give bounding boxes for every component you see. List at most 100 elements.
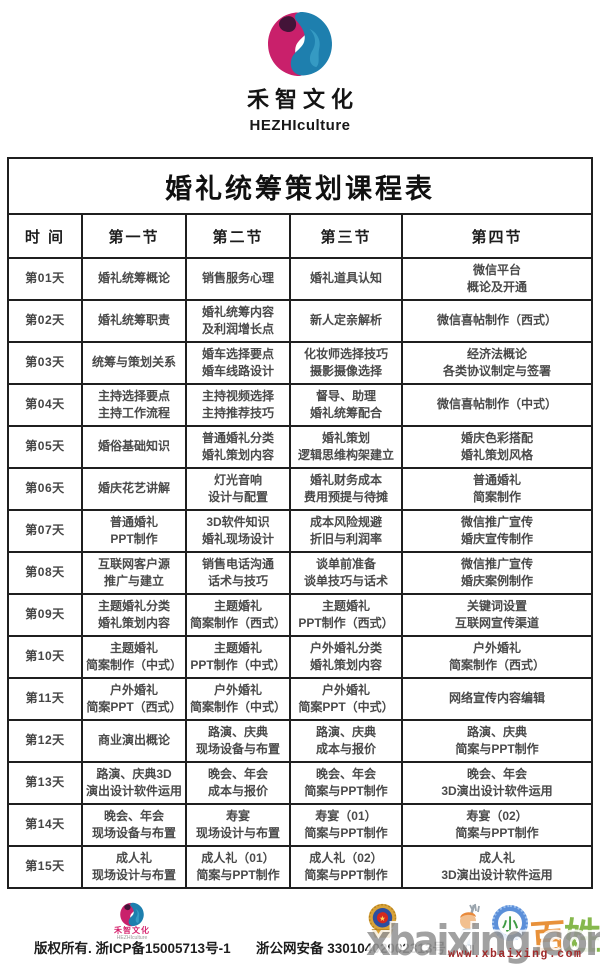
table-row: 第06天 婚庆花艺讲解 灯光音响 设计与配置 婚礼财务成本 费用预提与待摊 普通婚礼 简… xyxy=(6,467,594,511)
day-cell: 第07天 xyxy=(6,509,83,553)
col-header-section-3: 第三节 xyxy=(288,213,403,259)
course-cell: 微信平台 概论及开通 xyxy=(400,257,594,301)
course-cell: 路演、庆典3D 演出设计软件运用 xyxy=(80,761,187,805)
table-title: 婚礼统筹策划课程表 xyxy=(6,157,594,215)
course-cell: 婚车选择要点 婚车线路设计 xyxy=(184,341,291,385)
course-cell: 微信喜帖制作（西式） xyxy=(400,299,594,343)
course-cell: 微信喜帖制作（中式） xyxy=(400,383,594,427)
day-cell: 第11天 xyxy=(6,677,83,721)
col-header-section-2: 第二节 xyxy=(184,213,291,259)
course-cell: 路演、庆典 现场设备与布置 xyxy=(184,719,291,763)
day-cell: 第14天 xyxy=(6,803,83,847)
course-cell: 主持视频选择 主持推荐技巧 xyxy=(184,383,291,427)
day-cell: 第10天 xyxy=(6,635,83,679)
table-row: 第12天 商业演出概论 路演、庆典 现场设备与布置 路演、庆典 成本与报价 路演、庆典 … xyxy=(6,719,594,763)
course-cell: 经济法概论 各类协议制定与签署 xyxy=(400,341,594,385)
course-cell: 商业演出概论 xyxy=(80,719,187,763)
table-row: 第10天 主题婚礼 简案制作（中式） 主题婚礼 PPT制作（中式） 户外婚礼分类 婚礼… xyxy=(6,635,594,679)
table-row: 第08天 互联网客户源 推广与建立 销售电话沟通 话术与技巧 谈单前准备 谈单技巧与话… xyxy=(6,551,594,595)
table-row: 第09天 主题婚礼分类 婚礼策划内容 主题婚礼 简案制作（西式） 主题婚礼 PPT制作… xyxy=(6,593,594,637)
footer-logo: 禾智文化 HEZHIculture xyxy=(102,902,162,941)
course-cell: 户外婚礼分类 婚礼策划内容 xyxy=(288,635,403,679)
course-cell: 户外婚礼 简案PPT（中式） xyxy=(288,677,403,721)
mascot-chef-icon xyxy=(460,903,480,955)
course-cell: 婚庆花艺讲解 xyxy=(80,467,187,511)
table-row: 第13天 路演、庆典3D 演出设计软件运用 晚会、年会 成本与报价 晚会、年会 简案与… xyxy=(6,761,594,805)
flower-badge-icon: 小 xyxy=(492,905,528,941)
course-cell: 互联网客户源 推广与建立 xyxy=(80,551,187,595)
course-cell: 销售电话沟通 话术与技巧 xyxy=(184,551,291,595)
day-cell: 第02天 xyxy=(6,299,83,343)
watermark-big-text: xbaixing.com xyxy=(366,916,600,965)
course-schedule-table: 婚礼统筹策划课程表 时 间第一节 第二节 第三节 第四节 第01天 婚礼统筹概论 销售服务… xyxy=(6,157,594,889)
day-cell: 第12天 xyxy=(6,719,83,763)
mascot-char-xiao: 小 xyxy=(501,917,518,934)
table-row: 第03天 统筹与策划关系 婚车选择要点 婚车线路设计 化妆师选择技巧 摄影摄像选择 经济… xyxy=(6,341,594,385)
table-row: 第01天 婚礼统筹概论 销售服务心理 婚礼道具认知 微信平台 概论及开通 xyxy=(6,257,594,301)
security-record-text: 浙公网安备 33010402002313号 xyxy=(256,937,446,957)
table-row: 第04天 主持选择要点 主持工作流程 主持视频选择 主持推荐技巧 督导、助理 婚礼统筹… xyxy=(6,383,594,427)
course-cell: 主题婚礼分类 婚礼策划内容 xyxy=(80,593,187,637)
course-cell: 关键词设置 互联网宣传渠道 xyxy=(400,593,594,637)
day-cell: 第05天 xyxy=(6,425,83,469)
police-badge-icon: ★ xyxy=(368,903,397,938)
footer-logo-en: HEZHIculture xyxy=(116,935,148,941)
day-cell: 第13天 xyxy=(6,761,83,805)
day-cell: 第09天 xyxy=(6,593,83,637)
course-cell: 寿宴（01） 简案与PPT制作 xyxy=(288,803,403,847)
course-cell: 销售服务心理 xyxy=(184,257,291,301)
course-cell: 成人礼 现场设计与布置 xyxy=(80,845,187,889)
course-cell: 寿宴（02） 简案与PPT制作 xyxy=(400,803,594,847)
day-cell: 第06天 xyxy=(6,467,83,511)
copyright-text: 版权所有. 浙ICP备15005713号-1 xyxy=(34,941,231,956)
course-cell: 晚会、年会 简案与PPT制作 xyxy=(288,761,403,805)
day-cell: 第01天 xyxy=(6,257,83,301)
course-cell: 统筹与策划关系 xyxy=(80,341,187,385)
footer-logo-cn: 禾智文化 xyxy=(114,926,150,935)
course-cell: 主持选择要点 主持工作流程 xyxy=(80,383,187,427)
course-cell: 路演、庆典 简案与PPT制作 xyxy=(400,719,594,763)
col-header-section-1: 第一节 xyxy=(80,213,187,259)
table-row: 第05天 婚俗基础知识 普通婚礼分类 婚礼策划内容 婚礼策划 逻辑思维构架建立 婚庆色彩… xyxy=(6,425,594,469)
course-cell: 普通婚礼 PPT制作 xyxy=(80,509,187,553)
table-row: 第14天 晚会、年会 现场设备与布置 寿宴 现场设计与布置 寿宴（01） 简案与PPT… xyxy=(6,803,594,847)
course-cell: 成人礼（02） 简案与PPT制作 xyxy=(288,845,403,889)
course-cell: 婚礼财务成本 费用预提与待摊 xyxy=(288,467,403,511)
title-row: 婚礼统筹策划课程表 xyxy=(6,157,594,215)
svg-text:★: ★ xyxy=(379,914,386,923)
mascot-char-xing: 姓 xyxy=(564,916,600,957)
course-cell: 路演、庆典 成本与报价 xyxy=(288,719,403,763)
table-row: 第07天 普通婚礼 PPT制作 3D软件知识 婚礼现场设计 成本风险规避 折旧与利润率… xyxy=(6,509,594,553)
column-header-row: 时 间第一节 第二节 第三节 第四节 xyxy=(6,213,594,259)
col-header-time: 时 间 xyxy=(6,213,83,259)
course-cell: 户外婚礼 简案PPT（西式） xyxy=(80,677,187,721)
course-cell: 新人定亲解析 xyxy=(288,299,403,343)
course-cell: 成人礼（01） 简案与PPT制作 xyxy=(184,845,291,889)
course-cell: 寿宴 现场设计与布置 xyxy=(184,803,291,847)
watermark-site-url: www.xbaixing.com xyxy=(448,948,583,961)
course-cell: 主题婚礼 简案制作（中式） xyxy=(80,635,187,679)
table-row: 第11天 户外婚礼 简案PPT（西式） 户外婚礼 简案制作（中式） 户外婚礼 简案PP… xyxy=(6,677,594,721)
course-cell: 婚庆色彩搭配 婚礼策划风格 xyxy=(400,425,594,469)
security-label: 浙公网安备 xyxy=(256,941,324,956)
course-cell: 户外婚礼 简案制作（西式） xyxy=(400,635,594,679)
course-cell: 婚礼统筹内容 及利润增长点 xyxy=(184,299,291,343)
brand-name-en: HEZHIculture xyxy=(249,117,351,134)
table-row: 第02天 婚礼统筹职责 婚礼统筹内容 及利润增长点 新人定亲解析 微信喜帖制作（西式） xyxy=(6,299,594,343)
day-cell: 第04天 xyxy=(6,383,83,427)
course-cell: 成本风险规避 折旧与利润率 xyxy=(288,509,403,553)
course-cell: 灯光音响 设计与配置 xyxy=(184,467,291,511)
course-cell: 婚俗基础知识 xyxy=(80,425,187,469)
course-cell: 户外婚礼 简案制作（中式） xyxy=(184,677,291,721)
course-cell: 普通婚礼 简案制作 xyxy=(400,467,594,511)
course-cell: 普通婚礼分类 婚礼策划内容 xyxy=(184,425,291,469)
hezhi-swirl-logo-icon xyxy=(268,11,332,77)
table-row: 第15天 成人礼 现场设计与布置 成人礼（01） 简案与PPT制作 成人礼（02） 简… xyxy=(6,845,594,889)
course-cell: 主题婚礼 PPT制作（西式） xyxy=(288,593,403,637)
col-header-section-4: 第四节 xyxy=(400,213,594,259)
course-cell: 3D软件知识 婚礼现场设计 xyxy=(184,509,291,553)
course-cell: 谈单前准备 谈单技巧与话术 xyxy=(288,551,403,595)
brand-name-cn: 禾智文化 xyxy=(246,87,359,112)
course-cell: 晚会、年会 成本与报价 xyxy=(184,761,291,805)
brand-header: 禾智文化 HEZHIculture xyxy=(0,0,600,157)
